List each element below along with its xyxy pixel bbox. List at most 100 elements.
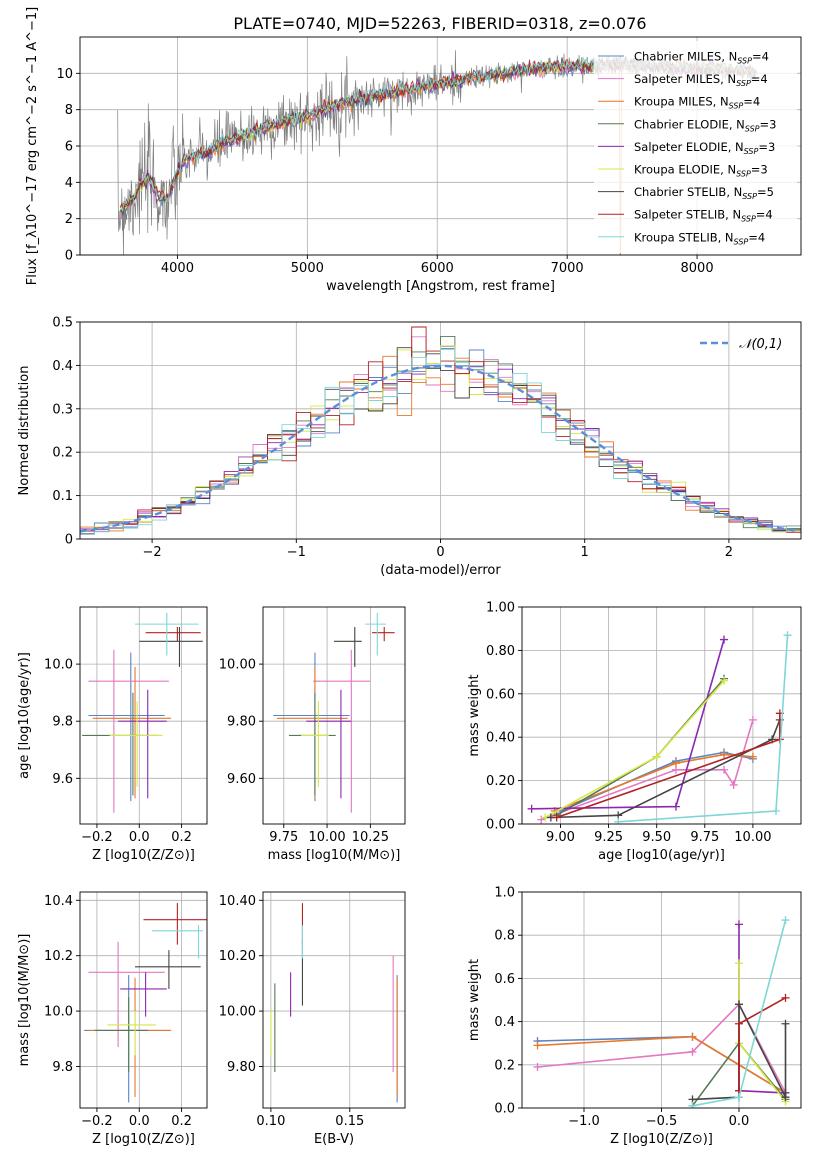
panel-spectrum: 4000 5000 6000 7000 8000 0 2 4 6 8 10 wavelength [A…	[25, 7, 802, 294]
x-tick-label: 0.2	[171, 830, 192, 845]
errorbar-salpeter-miles	[313, 649, 371, 813]
weight-marker	[552, 813, 561, 822]
errorbar-chabrier-stelib	[334, 626, 362, 667]
y-tick-label: 0.00	[486, 818, 515, 833]
x-axis-label: wavelength [Angstrom, rest frame]	[326, 279, 555, 294]
x-tick-label: 10.00	[308, 830, 345, 845]
plot-area-residuals	[80, 326, 801, 535]
legend-entry-count: =3	[751, 163, 768, 177]
weight-marker	[729, 780, 738, 789]
x-tick-label: 9.75	[269, 830, 298, 845]
x-tick-label: 9.25	[594, 830, 623, 845]
axes-frame	[262, 891, 406, 1109]
y-axis-label: mass weight	[467, 959, 482, 1041]
y-tick-label: 0.0	[494, 1102, 515, 1117]
axes-frame	[262, 606, 406, 825]
y-tick-label: 9.6	[52, 772, 73, 787]
y-tick-label: 2	[65, 212, 73, 227]
axes-frame	[79, 606, 208, 825]
panel-mass_vs_EBV: 0.10 0.15 9.80 10.00 10.20 10.40 E(B-V)	[219, 891, 406, 1147]
weight-line-chabrier-elodie	[556, 678, 725, 816]
weight-marker	[735, 1019, 743, 1028]
legend-entry-name: Chabrier MILES, N	[634, 50, 737, 64]
legend-subscript: SSP	[745, 124, 760, 133]
legend-subscript: SSP	[734, 237, 749, 246]
y-tick-label: 9.8	[52, 1060, 73, 1075]
panel-mass_vs_Z: −0.2 0.0 0.2 9.8 10.0 10.2 10.4 Z [log10(Z/Z⊙)]…	[17, 891, 208, 1147]
y-tick-label: 10	[56, 67, 73, 82]
y-tick-label: 0.5	[52, 316, 73, 331]
x-tick-label: 4000	[161, 261, 194, 276]
weight-marker	[720, 750, 729, 759]
x-tick-label: −0.5	[646, 1114, 678, 1129]
y-tick-label: 10.40	[219, 894, 256, 909]
y-tick-label: 0.4	[52, 359, 73, 374]
errorbar-salpeter-stelib	[372, 626, 395, 642]
weight-marker	[614, 817, 623, 824]
panel-residuals: −2 −1 0 1 2 0 0.1 0.2 0.3 0.4 0.5 (data-model)/erro…	[17, 316, 802, 578]
y-tick-label: 1.00	[486, 601, 515, 616]
errorbar-kroupa-stelib	[365, 612, 386, 656]
errorbar-kroupa-miles	[88, 977, 172, 1097]
y-tick-label: 10.00	[219, 658, 256, 673]
weight-marker	[720, 676, 729, 685]
legend-entry-name: Chabrier STELIB, N	[634, 185, 742, 199]
weight-marker	[748, 715, 757, 724]
x-axis-label: mass [log10(M/M⊙)]	[268, 848, 401, 863]
x-tick-label: −0.2	[81, 830, 113, 845]
y-tick-label: 9.80	[227, 1060, 256, 1075]
grid-mass_vs_EBV	[263, 892, 405, 1108]
errorbar-chabrier-miles	[88, 652, 165, 802]
x-tick-label: 0.10	[256, 1114, 285, 1129]
y-tick-label: 10.0	[44, 658, 73, 673]
axes-frame	[521, 606, 802, 825]
y-tick-label: 0.60	[486, 687, 515, 702]
errorbar-kroupa-elodie	[301, 701, 329, 787]
plot-area-mass_vs_Z	[84, 903, 207, 1103]
errorbar-salpeter-stelib	[145, 626, 201, 642]
x-tick-label: 2	[725, 545, 733, 560]
weight-marker	[735, 920, 743, 929]
normal-reference-curve	[80, 364, 799, 533]
legend-entry-count: =4	[748, 230, 765, 244]
legend-entry-name: Kroupa STELIB, N	[634, 230, 734, 244]
x-axis-label: Z [log10(Z/Z⊙)]	[92, 848, 195, 863]
y-axis-label: mass weight	[467, 674, 482, 756]
y-tick-label: 9.60	[227, 772, 256, 787]
x-tick-label: 5000	[291, 261, 324, 276]
weight-marker	[781, 916, 790, 925]
plot-area-age_vs_Z	[82, 612, 203, 813]
y-tick-label: 0.2	[494, 1058, 515, 1073]
legend-subscript: SSP	[744, 147, 759, 156]
y-tick-label: 8	[65, 103, 73, 118]
errorbar-salpeter-elodie	[306, 689, 352, 799]
errorbar-kroupa-stelib	[135, 612, 199, 656]
legend-entry: Chabrier STELIB, NSSP=5	[634, 185, 774, 201]
legend-entry: Salpeter ELODIE, NSSP=3	[634, 140, 775, 156]
weight-marker	[688, 1032, 697, 1041]
legend-subscript: SSP	[736, 79, 751, 88]
weight-marker	[688, 1101, 697, 1108]
errorbar-chabrier-stelib	[135, 950, 201, 989]
residual-legend: 𝒩(0,1)	[700, 337, 782, 352]
errorbar-chabrier-elodie	[82, 692, 159, 796]
y-tick-label: 0.40	[486, 731, 515, 746]
errorbar-salpeter-miles	[88, 941, 165, 1048]
weight-marker	[781, 1093, 790, 1102]
legend-entry: Kroupa MILES, NSSP=4	[634, 95, 760, 111]
weight-marker	[735, 1000, 743, 1009]
panel-age_vs_Z: −0.2 0.0 0.2 9.6 9.8 10.0 Z [log10(Z/Z⊙)] age […	[17, 606, 208, 863]
x-tick-label: 8000	[681, 261, 714, 276]
x-tick-label: 0.15	[335, 1114, 364, 1129]
legend-entry-name: Kroupa ELODIE, N	[634, 163, 736, 177]
y-tick-label: 0.2	[52, 446, 73, 461]
y-tick-label: 10.20	[219, 949, 256, 964]
x-tick-label: 10.25	[352, 830, 389, 845]
legend-entry: Kroupa STELIB, NSSP=4	[634, 230, 765, 246]
legend-entry: Chabrier ELODIE, NSSP=3	[634, 117, 776, 133]
legend-entry-count: =4	[756, 208, 773, 222]
y-tick-label: 0	[65, 533, 73, 548]
legend-box	[594, 41, 797, 253]
